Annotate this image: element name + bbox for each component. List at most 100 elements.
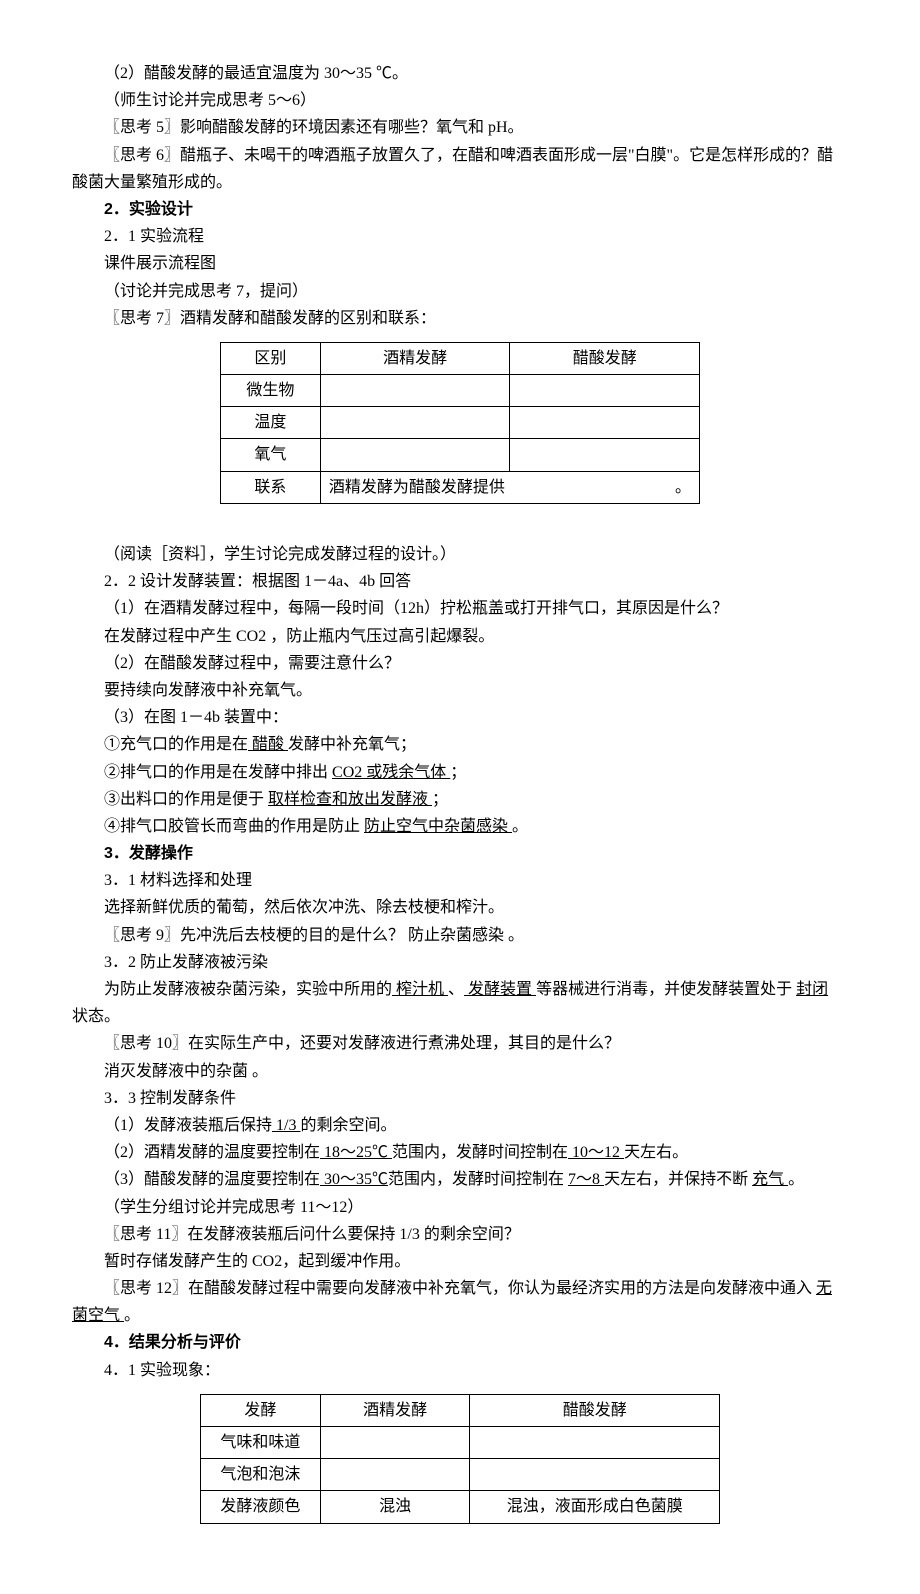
paragraph: （2）酒精发酵的温度要控制在 18～25℃ 范围内，发酵时间控制在 10～12 … <box>72 1139 848 1166</box>
table-cell <box>510 407 700 439</box>
paragraph: 〖思考 6〗醋瓶子、未喝干的啤酒瓶子放置久了，在醋和啤酒表面形成一层"白膜"。它… <box>72 142 848 196</box>
blank-fill: 10～12 <box>568 1144 624 1161</box>
text: 酒精发酵为醋酸发酵提供 <box>329 479 505 496</box>
table-cell: 气泡和泡沫 <box>201 1459 321 1491</box>
paragraph: （3）在图 1－4b 装置中： <box>72 704 848 731</box>
table-header-cell: 醋酸发酵 <box>510 342 700 374</box>
paragraph: 选择新鲜优质的葡萄，然后依次冲洗、除去枝梗和榨汁。 <box>72 894 848 921</box>
paragraph: （1）发酵液装瓶后保持 1/3 的剩余空间。 <box>72 1112 848 1139</box>
section-title: 结果分析与评价 <box>129 1334 241 1351</box>
table-row: 区别 酒精发酵 醋酸发酵 <box>221 342 700 374</box>
blank-fill: 取样检查和放出发酵液 <box>268 791 432 808</box>
section-title: 发酵操作 <box>129 845 193 862</box>
text: 范围内，发酵时间控制在 <box>388 1171 568 1188</box>
text: ②排气口的作用是在发酵中排出 <box>104 764 332 781</box>
table-cell-merged: 酒精发酵为醋酸发酵提供 。 <box>320 471 699 503</box>
paragraph: 〖思考 9〗先冲洗后去枝梗的目的是什么？ 防止杂菌感染 。 <box>72 922 848 949</box>
table-cell <box>470 1427 720 1459</box>
comparison-table-1: 区别 酒精发酵 醋酸发酵 微生物 温度 氧气 联系 酒精发酵为醋酸发酵提供 。 <box>220 342 700 504</box>
paragraph: 在发酵过程中产生 CO2 ，防止瓶内气压过高引起爆裂。 <box>72 623 848 650</box>
text: 。 <box>788 1171 804 1188</box>
paragraph: （学生分组讨论并完成思考 11～12） <box>72 1194 848 1221</box>
table-cell <box>320 407 510 439</box>
paragraph: ④排气口胶管长而弯曲的作用是防止 防止空气中杂菌感染 。 <box>72 813 848 840</box>
table-cell <box>320 1459 470 1491</box>
table-header-cell: 发酵 <box>201 1394 321 1426</box>
text: 状态。 <box>72 1008 120 1025</box>
text: （3）醋酸发酵的温度要控制在 <box>104 1171 320 1188</box>
text: 。 <box>512 818 528 835</box>
table-header-cell: 酒精发酵 <box>320 342 510 374</box>
table-row: 气泡和泡沫 <box>201 1459 720 1491</box>
blank-fill: 充气 <box>752 1171 788 1188</box>
section-heading: 4．结果分析与评价 <box>72 1329 848 1356</box>
text: 〖思考 12〗在醋酸发酵过程中需要向发酵液中补充氧气，你认为最经济实用的方法是向… <box>104 1280 816 1297</box>
paragraph: 〖思考 5〗影响醋酸发酵的环境因素还有哪些？氧气和 pH。 <box>72 114 848 141</box>
results-table: 发酵 酒精发酵 醋酸发酵 气味和味道 气泡和泡沫 发酵液颜色 混浊 混浊，液面形… <box>200 1394 720 1524</box>
text: ； <box>450 764 466 781</box>
paragraph: 2．2 设计发酵装置：根据图 1－4a、4b 回答 <box>72 568 848 595</box>
table-cell <box>510 439 700 471</box>
blank-fill: 7～8 <box>568 1171 604 1188</box>
section-number: 3． <box>104 845 129 862</box>
text: 。 <box>675 474 691 501</box>
table-cell: 氧气 <box>221 439 321 471</box>
paragraph: （阅读［资料］，学生讨论完成发酵过程的设计。） <box>72 541 848 568</box>
paragraph: 〖思考 11〗在发酵液装瓶后问什么要保持 1/3 的剩余空间？ <box>72 1221 848 1248</box>
table-cell: 混浊 <box>320 1491 470 1523</box>
table-row: 氧气 <box>221 439 700 471</box>
table-row: 温度 <box>221 407 700 439</box>
text: ①充气口的作用是在 <box>104 736 248 753</box>
text: 、 <box>448 981 464 998</box>
table-row: 微生物 <box>221 375 700 407</box>
paragraph: 要持续向发酵液中补充氧气。 <box>72 677 848 704</box>
text: （1）发酵液装瓶后保持 <box>104 1117 272 1134</box>
table-header-cell: 区别 <box>221 342 321 374</box>
section-heading: 3．发酵操作 <box>72 840 848 867</box>
paragraph: ①充气口的作用是在 醋酸 发酵中补充氧气； <box>72 731 848 758</box>
table-cell: 发酵液颜色 <box>201 1491 321 1523</box>
paragraph: 4．1 实验现象： <box>72 1357 848 1384</box>
text: ③出料口的作用是便于 <box>104 791 268 808</box>
blank-fill: 30～35℃ <box>320 1171 388 1188</box>
text: 天左右。 <box>624 1144 688 1161</box>
blank-fill: 封闭 <box>796 981 828 998</box>
table-cell: 温度 <box>221 407 321 439</box>
blank-fill: 1/3 <box>272 1117 300 1134</box>
blank-fill: CO2 或残余气体 <box>332 764 450 781</box>
table-header-cell: 酒精发酵 <box>320 1394 470 1426</box>
text: 为防止发酵液被杂菌污染，实验中所用的 <box>104 981 392 998</box>
paragraph: （2）在醋酸发酵过程中，需要注意什么？ <box>72 650 848 677</box>
table-cell <box>320 439 510 471</box>
text: 。 <box>124 1307 140 1324</box>
text: 发酵中补充氧气； <box>288 736 416 753</box>
table-cell: 混浊，液面形成白色菌膜 <box>470 1491 720 1523</box>
paragraph: 〖思考 12〗在醋酸发酵过程中需要向发酵液中补充氧气，你认为最经济实用的方法是向… <box>72 1275 848 1329</box>
text: 天左右，并保持不断 <box>604 1171 752 1188</box>
table-cell <box>320 1427 470 1459</box>
section-title: 实验设计 <box>129 201 193 218</box>
table-cell <box>470 1459 720 1491</box>
section-number: 2． <box>104 201 129 218</box>
text: 范围内，发酵时间控制在 <box>392 1144 568 1161</box>
table-cell <box>510 375 700 407</box>
blank-fill: 发酵装置 <box>464 981 536 998</box>
text: 等器械进行消毒，并使发酵装置处于 <box>536 981 796 998</box>
text: （2）酒精发酵的温度要控制在 <box>104 1144 320 1161</box>
paragraph: 3．3 控制发酵条件 <box>72 1085 848 1112</box>
paragraph: 2．1 实验流程 <box>72 223 848 250</box>
table-header-cell: 醋酸发酵 <box>470 1394 720 1426</box>
table-row: 气味和味道 <box>201 1427 720 1459</box>
paragraph: （师生讨论并完成思考 5～6） <box>72 87 848 114</box>
blank-fill: 防止空气中杂菌感染 <box>364 818 512 835</box>
table-cell: 联系 <box>221 471 321 503</box>
paragraph: 为防止发酵液被杂菌污染，实验中所用的 榨汁机 、 发酵装置 等器械进行消毒，并使… <box>72 976 848 1030</box>
paragraph: 暂时存储发酵产生的 CO2，起到缓冲作用。 <box>72 1248 848 1275</box>
section-heading: 2．实验设计 <box>72 196 848 223</box>
text: ； <box>432 791 448 808</box>
text: 的剩余空间。 <box>300 1117 396 1134</box>
paragraph: ③出料口的作用是便于 取样检查和放出发酵液 ； <box>72 786 848 813</box>
paragraph: 3．2 防止发酵液被污染 <box>72 949 848 976</box>
paragraph: 〖思考 7〗酒精发酵和醋酸发酵的区别和联系： <box>72 305 848 332</box>
table-row: 联系 酒精发酵为醋酸发酵提供 。 <box>221 471 700 503</box>
